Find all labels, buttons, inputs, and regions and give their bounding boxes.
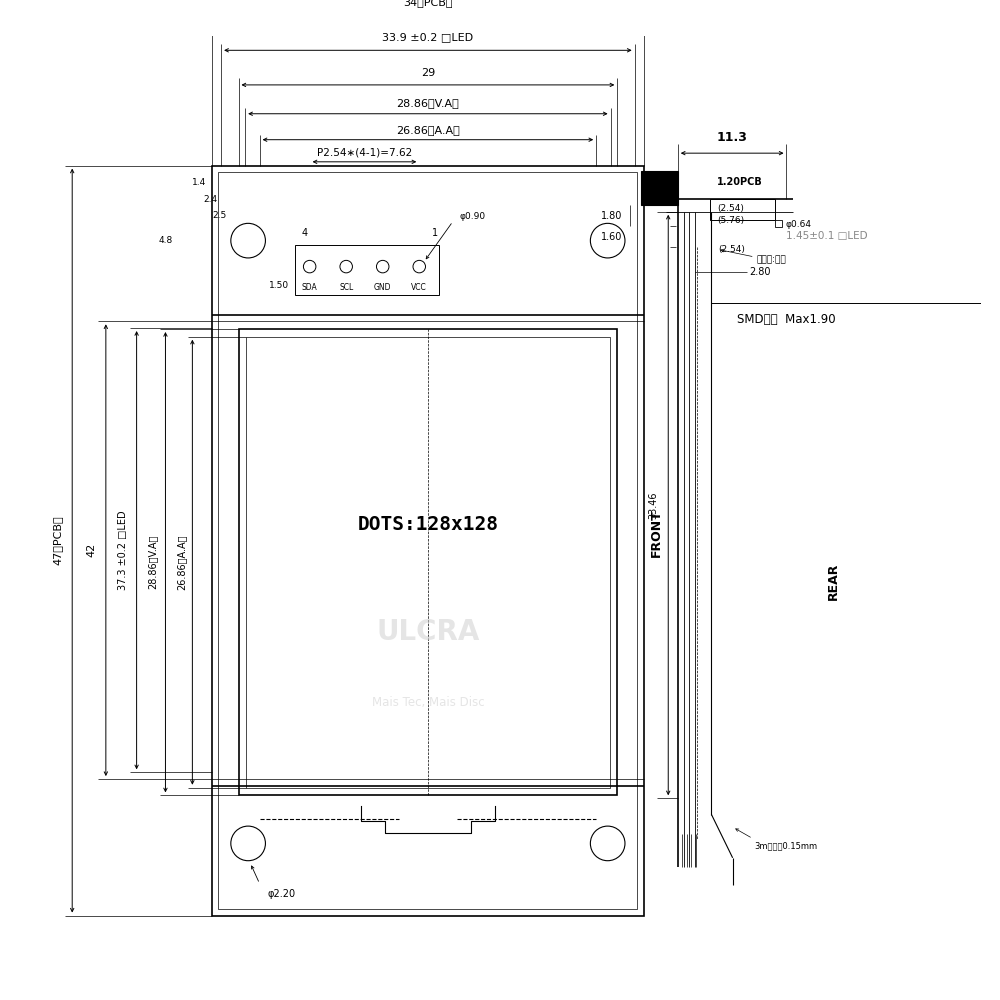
Text: GND: GND (374, 283, 391, 292)
Bar (710, 199, 775, 220)
Text: (2.54): (2.54) (717, 204, 744, 213)
Text: FRONT: FRONT (650, 509, 663, 557)
Text: DOTS:128x128: DOTS:128x128 (357, 515, 498, 534)
Bar (246, 337, 610, 788)
Text: P2.54∗(4-1)=7.62: P2.54∗(4-1)=7.62 (317, 148, 412, 158)
Text: φ0.90: φ0.90 (460, 212, 486, 221)
Text: 42: 42 (86, 543, 96, 557)
Text: 47〈PCB〉: 47〈PCB〉 (53, 516, 63, 565)
Text: Mais Tec, Mais Disc: Mais Tec, Mais Disc (372, 696, 484, 709)
Text: 28.86〈V.A〉: 28.86〈V.A〉 (148, 535, 158, 589)
Text: 11.3: 11.3 (717, 131, 748, 144)
Text: φ0.64: φ0.64 (786, 220, 812, 229)
Bar (218, 172, 637, 909)
Text: SCL: SCL (339, 283, 353, 292)
Text: REAR: REAR (827, 563, 840, 600)
Text: 1.80: 1.80 (601, 211, 622, 221)
Text: VCC: VCC (411, 283, 427, 292)
Text: 2.80: 2.80 (749, 267, 770, 277)
Text: 2.4: 2.4 (203, 195, 217, 204)
Text: 1.20PCB: 1.20PCB (717, 177, 763, 187)
Text: 3m胶厂厚0.15mm: 3m胶厂厚0.15mm (755, 841, 818, 850)
Text: 29: 29 (421, 68, 435, 78)
Text: 1: 1 (432, 228, 438, 238)
Bar (775, 220, 782, 227)
Text: 1.50: 1.50 (269, 281, 289, 290)
Bar (295, 245, 439, 295)
Text: (2.54): (2.54) (718, 245, 745, 254)
Text: 4: 4 (302, 228, 308, 238)
Text: 33.9 ±0.2 □LED: 33.9 ±0.2 □LED (382, 33, 473, 43)
Text: 标准件:排针: 标准件:排针 (757, 255, 786, 264)
Text: 34〈PCB〉: 34〈PCB〉 (403, 0, 453, 7)
Text: 33.46: 33.46 (649, 491, 659, 519)
Text: 37.3 ±0.2 □LED: 37.3 ±0.2 □LED (118, 510, 128, 590)
Bar (212, 166, 644, 916)
Bar (239, 329, 617, 795)
Text: 1.45±0.1 □LED: 1.45±0.1 □LED (786, 231, 867, 241)
Bar (641, 171, 678, 205)
Text: 4.8: 4.8 (159, 236, 173, 245)
Text: φ2.20: φ2.20 (267, 889, 295, 899)
Text: 2.5: 2.5 (213, 211, 227, 220)
Text: SMD高度  Max1.90: SMD高度 Max1.90 (737, 313, 836, 326)
Text: ULCRA: ULCRA (376, 618, 480, 646)
Text: 1.4: 1.4 (192, 178, 206, 187)
Text: SDA: SDA (302, 283, 318, 292)
Text: 26.86〈A.A〉: 26.86〈A.A〉 (177, 534, 187, 590)
Text: (5.76): (5.76) (717, 216, 744, 225)
Text: 28.86〈V.A〉: 28.86〈V.A〉 (397, 98, 459, 108)
Text: 1.60: 1.60 (601, 232, 622, 242)
Text: 26.86〈A.A〉: 26.86〈A.A〉 (396, 125, 460, 135)
